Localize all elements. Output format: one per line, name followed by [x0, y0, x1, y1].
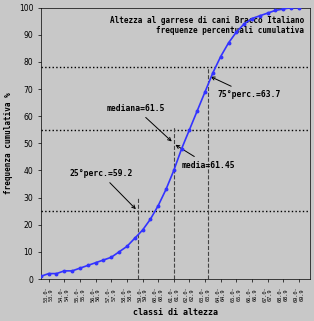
- Text: mediana=61.5: mediana=61.5: [106, 104, 171, 141]
- Text: Altezza al garrese di cani Bracco Italiano
frequenze percentuali cumulativa: Altezza al garrese di cani Bracco Italia…: [110, 16, 305, 35]
- Text: 25°perc.=59.2: 25°perc.=59.2: [69, 169, 135, 208]
- Y-axis label: frequenza cumulativa %: frequenza cumulativa %: [4, 92, 13, 194]
- X-axis label: classi di altezza: classi di altezza: [133, 308, 218, 317]
- Text: media=61.45: media=61.45: [176, 145, 235, 170]
- Text: 75°perc.=63.7: 75°perc.=63.7: [212, 77, 281, 99]
